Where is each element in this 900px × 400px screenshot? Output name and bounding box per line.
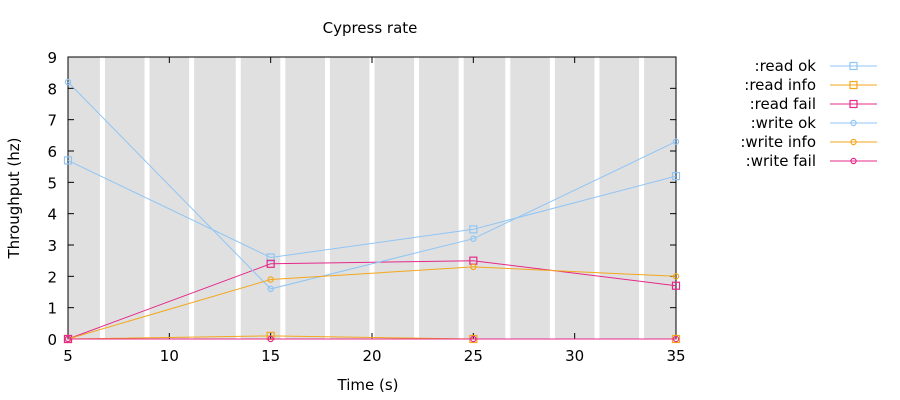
y-tick-label-7: 7 bbox=[47, 112, 57, 130]
y-tick-label-0: 0 bbox=[47, 331, 57, 349]
series-5 bbox=[64, 335, 680, 343]
series-4-point-2 bbox=[470, 263, 477, 271]
series-4-point-3 bbox=[672, 273, 680, 280]
series-0-point-1 bbox=[266, 253, 275, 262]
y-tick-label-1: 1 bbox=[47, 300, 57, 318]
x-tick-label-20: 20 bbox=[362, 347, 381, 365]
legend-label-1: :read info bbox=[744, 76, 816, 94]
series-3-point-1 bbox=[267, 285, 274, 293]
stripe-9 bbox=[505, 57, 511, 339]
stripe-8 bbox=[458, 57, 464, 339]
legend-label-2: :read fail bbox=[750, 95, 816, 113]
stripe-7 bbox=[414, 57, 420, 339]
legend-label-3: :write ok bbox=[751, 114, 817, 132]
series-5-point-0 bbox=[64, 335, 72, 343]
series-3-point-0 bbox=[64, 78, 72, 86]
series-3-point-3 bbox=[672, 138, 680, 145]
x-tick-label-30: 30 bbox=[565, 347, 584, 365]
x-tick-label-5: 5 bbox=[63, 347, 73, 365]
series-0 bbox=[63, 156, 681, 262]
x-tick-label-15: 15 bbox=[261, 347, 280, 365]
y-tick-label-9: 9 bbox=[47, 49, 57, 67]
legend-marker-4 bbox=[850, 138, 857, 146]
y-tick-label-3: 3 bbox=[47, 237, 57, 255]
x-tick-label-35: 35 bbox=[666, 347, 685, 365]
series-2 bbox=[63, 256, 681, 344]
series-4-point-1 bbox=[267, 276, 274, 283]
time-stripes bbox=[99, 57, 645, 339]
legend-label-4: :write info bbox=[740, 133, 816, 151]
y-tick-label-2: 2 bbox=[47, 268, 57, 286]
y-axis-label: Throughput (hz) bbox=[5, 138, 23, 260]
y-tick-label-5: 5 bbox=[47, 174, 57, 192]
series-5-point-3 bbox=[672, 335, 680, 343]
x-tick-label-25: 25 bbox=[464, 347, 483, 365]
legend-marker-0 bbox=[849, 61, 858, 71]
series-line-0 bbox=[67, 159, 677, 259]
y-tick-label-8: 8 bbox=[47, 80, 57, 98]
series-line-3 bbox=[67, 81, 677, 290]
chart-title: Cypress rate bbox=[323, 19, 418, 37]
stripe-6 bbox=[369, 57, 375, 339]
legend-label-5: :write fail bbox=[746, 152, 816, 170]
legend-label-0: :read ok bbox=[755, 57, 817, 75]
legend: :read ok:read info:read fail:write ok:wr… bbox=[740, 57, 877, 170]
legend-marker-1 bbox=[849, 80, 858, 90]
legend-marker-3 bbox=[850, 119, 857, 127]
series-5-point-1 bbox=[267, 335, 274, 343]
series-3-point-2 bbox=[470, 235, 477, 242]
series-0-point-3 bbox=[671, 171, 681, 181]
series-5-point-2 bbox=[470, 335, 477, 343]
legend-marker-5 bbox=[850, 157, 857, 165]
series-2-point-1 bbox=[266, 259, 275, 268]
series-2-point-3 bbox=[671, 281, 681, 290]
series-0-point-2 bbox=[469, 225, 478, 234]
stripe-5 bbox=[324, 57, 330, 339]
y-tick-label-6: 6 bbox=[47, 143, 57, 161]
x-tick-label-10: 10 bbox=[160, 347, 179, 365]
legend-marker-2 bbox=[849, 99, 858, 109]
series-0-point-0 bbox=[63, 156, 73, 165]
series-line-2 bbox=[67, 260, 677, 340]
x-axis-label: Time (s) bbox=[337, 376, 399, 394]
stripe-11 bbox=[594, 57, 600, 339]
series-3 bbox=[64, 78, 680, 293]
stripe-10 bbox=[549, 57, 555, 339]
stripe-12 bbox=[639, 57, 645, 339]
series-line-4 bbox=[67, 266, 677, 340]
stripe-4 bbox=[280, 57, 286, 339]
stripe-0 bbox=[99, 57, 105, 339]
series-layer bbox=[63, 78, 681, 344]
stripe-2 bbox=[189, 57, 195, 339]
y-tick-label-4: 4 bbox=[47, 206, 57, 224]
stripe-3 bbox=[235, 57, 241, 339]
